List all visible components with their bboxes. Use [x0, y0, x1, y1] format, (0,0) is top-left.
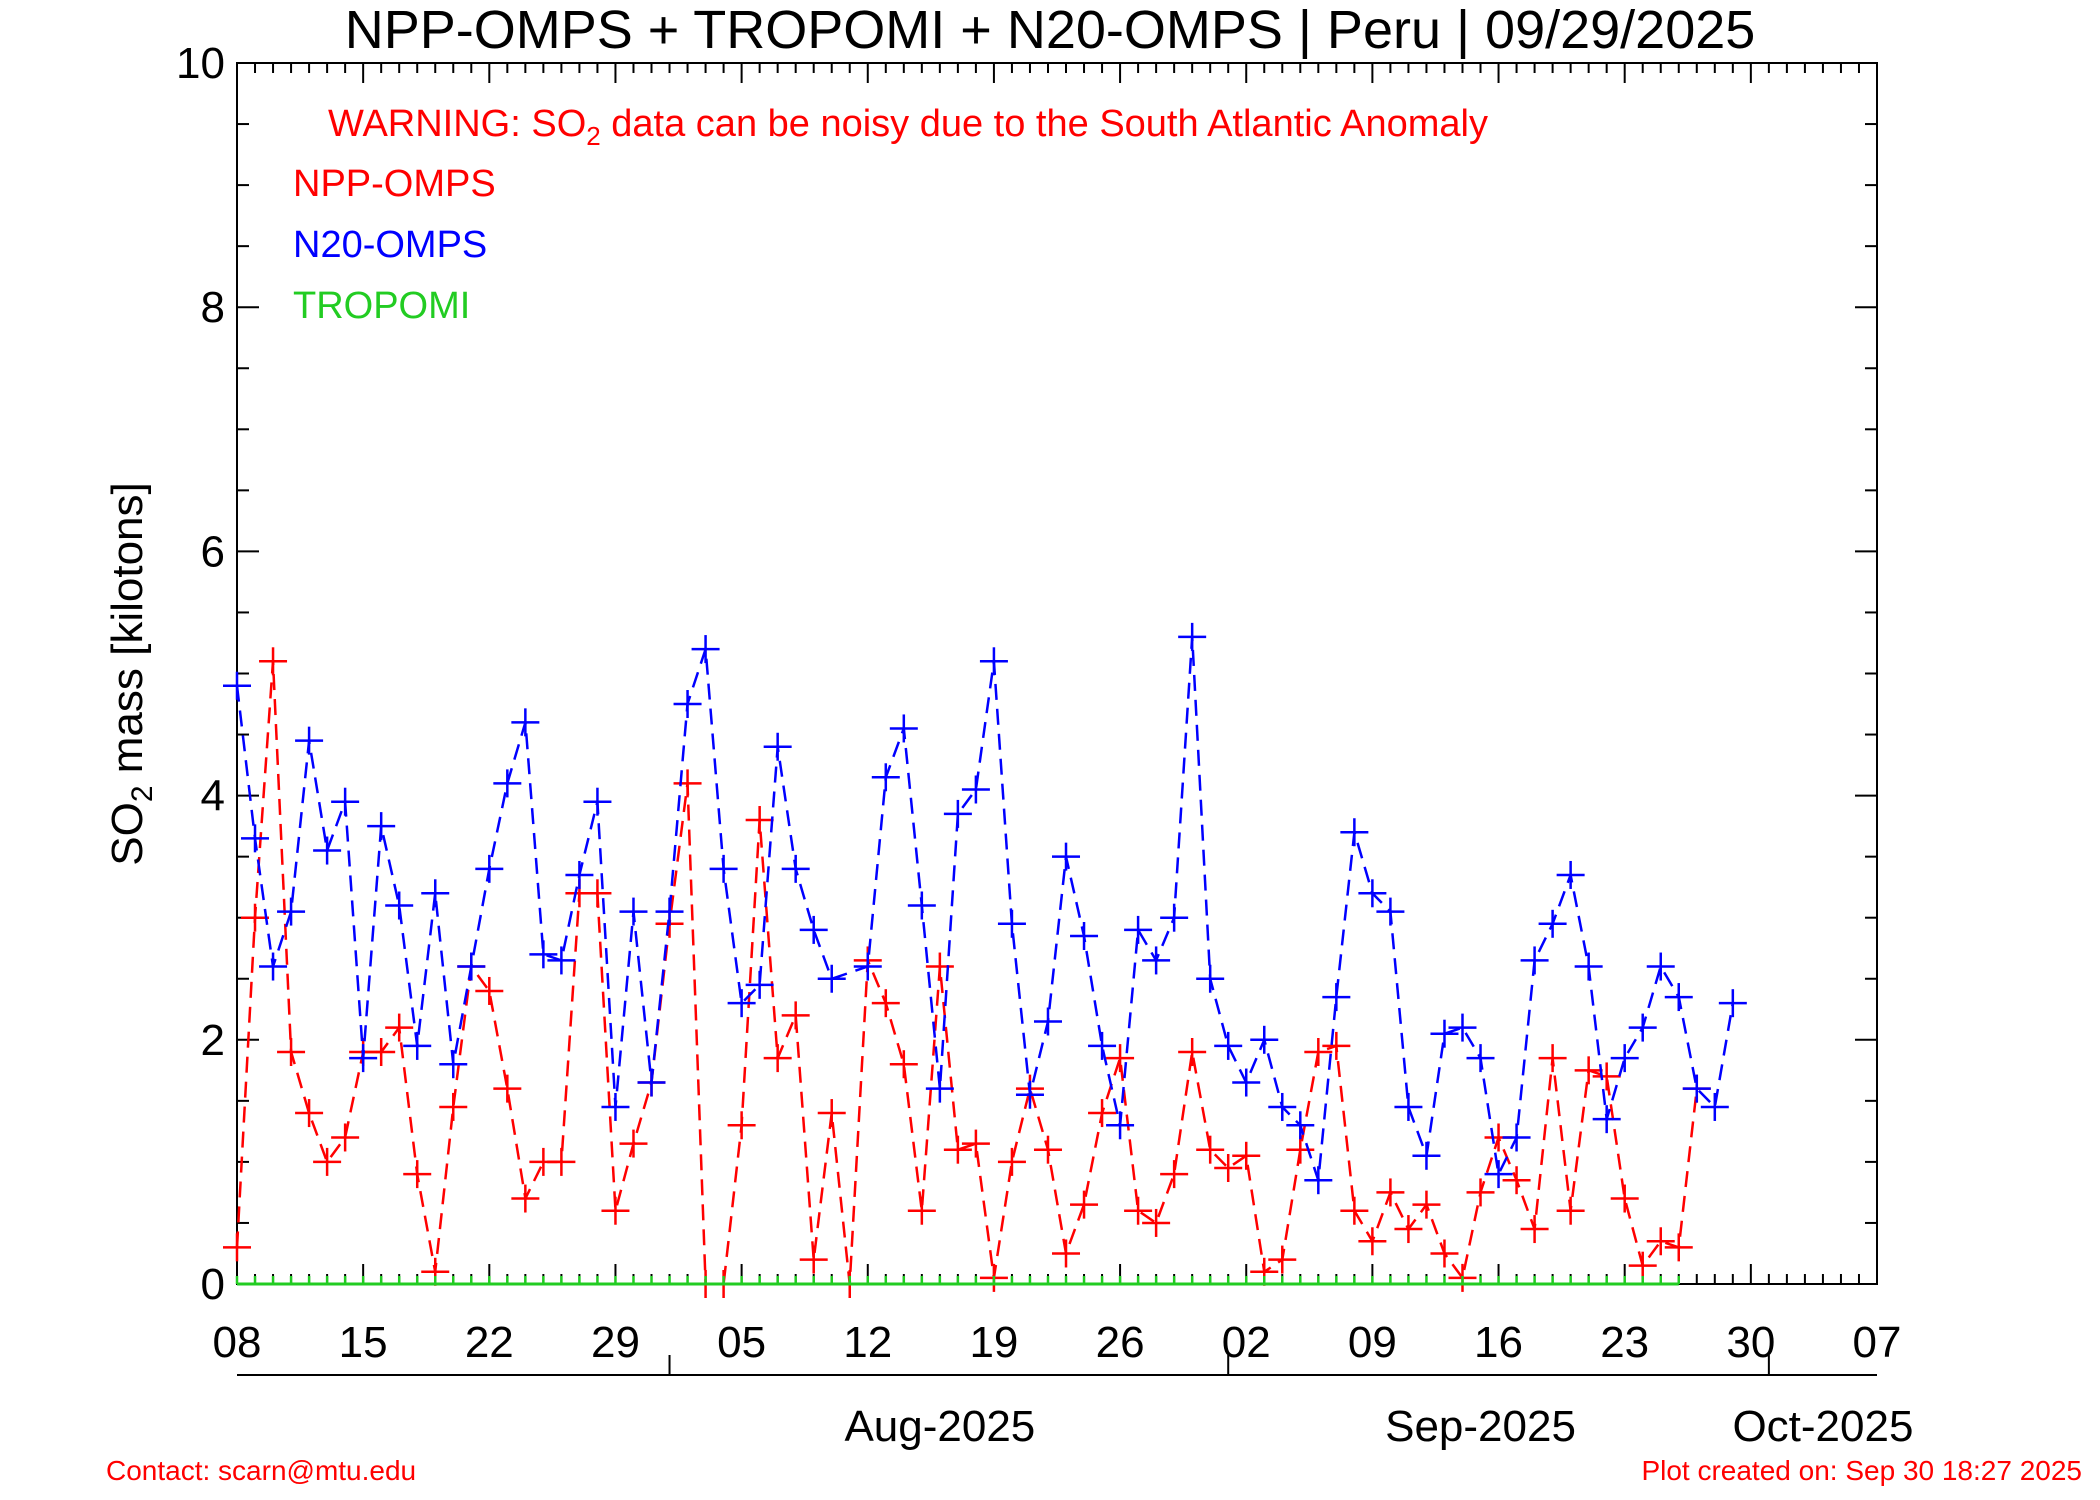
y-tick-label: 2	[201, 1016, 225, 1065]
plot-created-text: Plot created on: Sep 30 18:27 2025	[1641, 1455, 2082, 1486]
y-axis-label-pre: SO	[103, 802, 152, 866]
series-n20-omps	[223, 622, 1747, 1195]
x-tick-label: 07	[1853, 1318, 1902, 1367]
contact-text: Contact: scarn@mtu.edu	[106, 1455, 416, 1486]
y-axis-label-post: mass [kilotons]	[103, 482, 152, 785]
chart-title: NPP-OMPS + TROPOMI + N20-OMPS | Peru | 0…	[345, 0, 1756, 60]
y-tick-label: 8	[201, 283, 225, 332]
y-axis-label-sub: 2	[126, 785, 159, 802]
x-tick-label: 05	[717, 1318, 766, 1367]
x-tick-label: 12	[843, 1318, 892, 1367]
x-tick-label: 15	[339, 1318, 388, 1367]
series-layer	[223, 622, 1747, 1298]
legend-entry-tropomi: TROPOMI	[293, 285, 470, 327]
x-tick-label: 26	[1096, 1318, 1145, 1367]
x-tick-label: 16	[1474, 1318, 1523, 1367]
month-label: Aug-2025	[844, 1402, 1035, 1451]
series-line	[235, 636, 1735, 1181]
warning-pre: WARNING: SO	[328, 103, 586, 145]
x-tick-label: 08	[213, 1318, 262, 1367]
y-tick-label: 4	[201, 772, 225, 821]
x-tick-label: 02	[1222, 1318, 1271, 1367]
x-tick-label: 09	[1348, 1318, 1397, 1367]
warning-sub: 2	[586, 121, 600, 151]
x-tick-label: 30	[1726, 1318, 1775, 1367]
warning-text: WARNING: SO2 data can be noisy due to th…	[328, 103, 1488, 151]
y-tick-label: 6	[201, 527, 225, 576]
month-label: Sep-2025	[1385, 1402, 1576, 1451]
x-tick-label: 23	[1600, 1318, 1649, 1367]
month-label: Oct-2025	[1732, 1402, 1913, 1451]
y-axis-label: SO2 mass [kilotons]	[103, 482, 159, 865]
series-tropomi	[235, 1276, 1681, 1286]
legend-entry-npp-omps: NPP-OMPS	[293, 163, 496, 205]
y-tick-label: 0	[201, 1260, 225, 1309]
legend-entry-n20-omps: N20-OMPS	[293, 224, 487, 266]
series-line	[235, 661, 1699, 1286]
legend: NPP-OMPS N20-OMPS TROPOMI	[293, 163, 496, 327]
x-tick-label: 22	[465, 1318, 514, 1367]
x-tick-label: 29	[591, 1318, 640, 1367]
warning-post: data can be noisy due to the South Atlan…	[601, 103, 1488, 145]
x-tick-label: 19	[969, 1318, 1018, 1367]
y-tick-label: 10	[176, 39, 225, 88]
series-npp-omps	[223, 647, 1711, 1298]
